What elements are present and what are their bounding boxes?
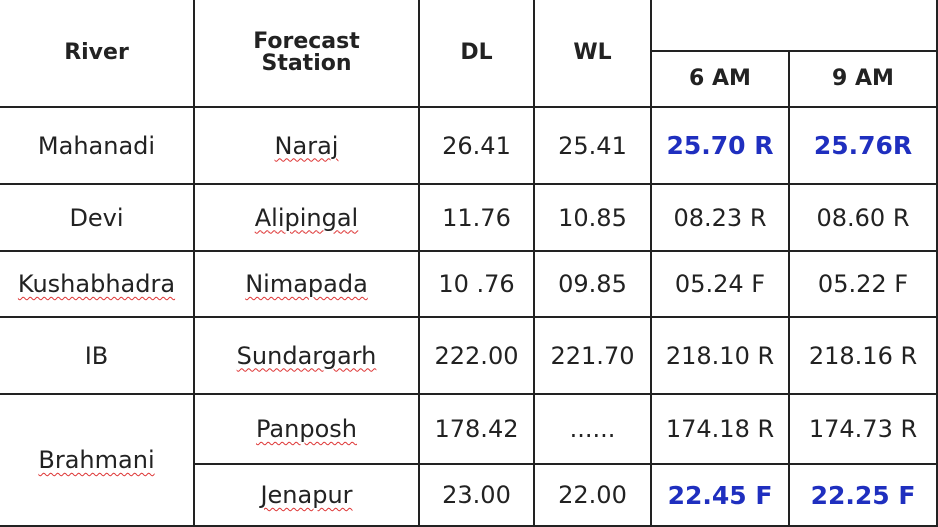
- cell-text: 25.76R: [813, 131, 913, 160]
- cell-text: 08.23 R: [673, 203, 767, 232]
- cell-text: 11.76: [442, 203, 511, 232]
- body-cell: 09.85: [535, 252, 652, 318]
- cell-text: 22.25 F: [810, 480, 916, 510]
- header-cell: 9 AM: [790, 52, 938, 108]
- cell-text: Nimapada: [245, 270, 368, 298]
- cell-text: 25.70 R: [666, 131, 774, 160]
- body-cell: 22.00: [535, 465, 652, 527]
- body-cell: Alipingal: [195, 185, 420, 252]
- body-cell: Jenapur: [195, 465, 420, 527]
- cell-text: River: [64, 40, 129, 65]
- body-cell: 218.16 R: [790, 318, 938, 395]
- body-cell: 08.23 R: [652, 185, 790, 252]
- cell-text: 05.24 F: [674, 270, 766, 298]
- cell-text: WL: [573, 40, 612, 65]
- body-cell: 23.00: [420, 465, 535, 527]
- body-cell: Brahmani: [0, 395, 195, 527]
- cell-text: 22.45 F: [667, 480, 773, 510]
- cell-text: Alipingal: [254, 203, 359, 232]
- cell-text: 218.10 R: [665, 341, 775, 370]
- body-cell: 26.41: [420, 108, 535, 185]
- body-cell: 174.18 R: [652, 395, 790, 465]
- body-cell: IB: [0, 318, 195, 395]
- cell-text: 09.85: [558, 270, 627, 298]
- body-cell: 25.70 R: [652, 108, 790, 185]
- body-cell: 08.60 R: [790, 185, 938, 252]
- body-cell: Mahanadi: [0, 108, 195, 185]
- cell-text: Mahanadi: [37, 131, 156, 160]
- header-group-cell: [652, 0, 938, 52]
- cell-text: Kushabhadra: [17, 270, 176, 298]
- cell-text: 08.60 R: [816, 203, 910, 232]
- cell-text: Sundargarh: [236, 341, 377, 370]
- cell-text: 10.85: [558, 203, 627, 232]
- cell-text: 218.16 R: [808, 341, 918, 370]
- cell-text: Brahmani: [38, 446, 155, 474]
- cell-text: 23.00: [442, 481, 511, 509]
- header-cell: Forecast Station: [195, 0, 420, 108]
- body-cell: 178.42: [420, 395, 535, 465]
- header-cell: River: [0, 0, 195, 108]
- body-cell: 222.00: [420, 318, 535, 395]
- cell-text: Panposh: [256, 415, 357, 443]
- cell-text: Jenapur: [260, 481, 353, 509]
- body-cell: ......: [535, 395, 652, 465]
- cell-text: Devi: [69, 203, 124, 232]
- cell-text: 26.41: [442, 131, 511, 160]
- body-cell: 10.85: [535, 185, 652, 252]
- body-cell: Sundargarh: [195, 318, 420, 395]
- body-cell: Devi: [0, 185, 195, 252]
- cell-text: Forecast Station: [253, 29, 360, 76]
- body-cell: 05.22 F: [790, 252, 938, 318]
- header-cell: WL: [535, 0, 652, 108]
- body-cell: 218.10 R: [652, 318, 790, 395]
- header-cell: DL: [420, 0, 535, 108]
- cell-text: DL: [460, 40, 493, 65]
- cell-text: 9 AM: [832, 66, 894, 91]
- body-cell: Nimapada: [195, 252, 420, 318]
- cell-text: 221.70: [550, 341, 635, 370]
- cell-text: 178.42: [434, 415, 519, 443]
- body-cell: 11.76: [420, 185, 535, 252]
- body-cell: Kushabhadra: [0, 252, 195, 318]
- cell-text: 222.00: [434, 341, 519, 370]
- header-cell: 6 AM: [652, 52, 790, 108]
- body-cell: 25.76R: [790, 108, 938, 185]
- body-cell: 05.24 F: [652, 252, 790, 318]
- cell-text: 25.41: [558, 131, 627, 160]
- body-cell: Naraj: [195, 108, 420, 185]
- cell-text: 05.22 F: [817, 270, 909, 298]
- body-cell: 22.45 F: [652, 465, 790, 527]
- cell-text: IB: [84, 341, 109, 370]
- cell-text: 6 AM: [689, 66, 751, 91]
- body-cell: 221.70: [535, 318, 652, 395]
- cell-text: 174.18 R: [665, 415, 775, 443]
- body-cell: 25.41: [535, 108, 652, 185]
- body-cell: 174.73 R: [790, 395, 938, 465]
- body-cell: Panposh: [195, 395, 420, 465]
- body-cell: 22.25 F: [790, 465, 938, 527]
- cell-text: Naraj: [274, 131, 339, 160]
- cell-text: 22.00: [558, 481, 627, 509]
- cell-text: ......: [569, 415, 616, 443]
- cell-text: 10 .76: [438, 270, 515, 298]
- cell-text: 174.73 R: [808, 415, 918, 443]
- body-cell: 10 .76: [420, 252, 535, 318]
